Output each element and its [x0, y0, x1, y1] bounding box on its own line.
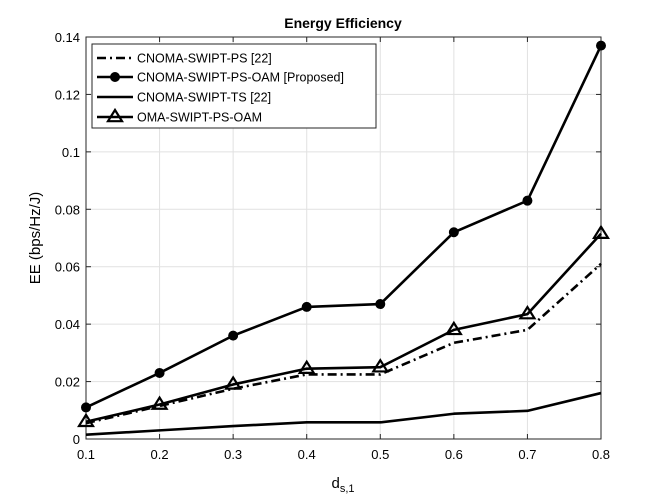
- x-axis-label-subscript: s,1: [340, 483, 355, 495]
- legend-label: OMA-SWIPT-PS-OAM: [137, 111, 262, 125]
- data-point: [77, 412, 95, 428]
- series-line: [85, 232, 602, 424]
- legend-entry: CNOMA-SWIPT-PS-OAM [Proposed]: [97, 71, 344, 85]
- y-tick-label: 0.08: [55, 202, 80, 217]
- data-point: [224, 375, 243, 390]
- legend-marker: [110, 72, 120, 82]
- data-point: [297, 359, 316, 374]
- data-series: [77, 40, 610, 436]
- y-tick-label: 0.12: [55, 87, 80, 102]
- chart-title: Energy Efficiency: [284, 15, 402, 31]
- y-tick-label: 0.06: [55, 260, 80, 275]
- y-tick-label: 0: [73, 432, 80, 447]
- data-point: [154, 367, 165, 378]
- data-point: [228, 330, 239, 341]
- x-tick-label: 0.3: [224, 447, 242, 462]
- legend: CNOMA-SWIPT-PS [22] CNOMA-SWIPT-PS-OAM [P…: [91, 43, 377, 129]
- x-axis-label-main: d: [331, 475, 339, 492]
- legend-label: CNOMA-SWIPT-TS [22]: [137, 91, 271, 105]
- series-0: [85, 262, 602, 425]
- x-tick-label: 0.8: [592, 447, 610, 462]
- y-tick-label: 0.1: [62, 145, 80, 160]
- data-point: [522, 195, 533, 206]
- x-tick-label: 0.4: [298, 447, 316, 462]
- data-point: [444, 320, 463, 336]
- series-line: [85, 45, 603, 409]
- x-tick-label: 0.5: [371, 447, 389, 462]
- data-point: [150, 395, 169, 410]
- legend-entry: OMA-SWIPT-PS-OAM: [97, 107, 262, 125]
- series-line: [85, 391, 602, 436]
- data-point: [596, 40, 606, 51]
- y-tick-label: 0.14: [55, 30, 80, 45]
- data-point: [518, 305, 537, 320]
- series-line: [85, 262, 602, 425]
- series-3: [77, 224, 610, 428]
- data-point: [371, 358, 390, 373]
- x-axis-label: ds,1: [331, 475, 354, 495]
- series-1: [81, 40, 606, 413]
- x-tick-label: 0.6: [445, 447, 463, 462]
- y-axis-label: EE (bps/Hz/J): [27, 192, 44, 285]
- legend-label: CNOMA-SWIPT-PS [22]: [137, 52, 272, 66]
- y-tick-label: 0.04: [55, 317, 80, 332]
- data-point: [592, 224, 610, 239]
- data-point: [375, 299, 386, 310]
- series-2: [85, 391, 602, 436]
- legend-label: CNOMA-SWIPT-PS-OAM [Proposed]: [137, 71, 344, 85]
- data-point: [81, 402, 91, 413]
- x-tick-label: 0.2: [151, 447, 169, 462]
- legend-box: [91, 43, 377, 129]
- data-point: [448, 227, 459, 238]
- axis-ticks: 0.1 0.2 0.3 0.4 0.5 0.6 0.7 0.8 0 0.02 0.04 0.06 0.0…: [55, 30, 610, 462]
- legend-marker: [106, 107, 124, 123]
- x-tick-label: 0.1: [77, 447, 95, 462]
- legend-entry: CNOMA-SWIPT-TS [22]: [97, 91, 271, 105]
- legend-entry: CNOMA-SWIPT-PS [22]: [97, 52, 272, 66]
- x-tick-label: 0.7: [518, 447, 536, 462]
- y-tick-label: 0.02: [55, 375, 80, 390]
- data-point: [301, 301, 312, 312]
